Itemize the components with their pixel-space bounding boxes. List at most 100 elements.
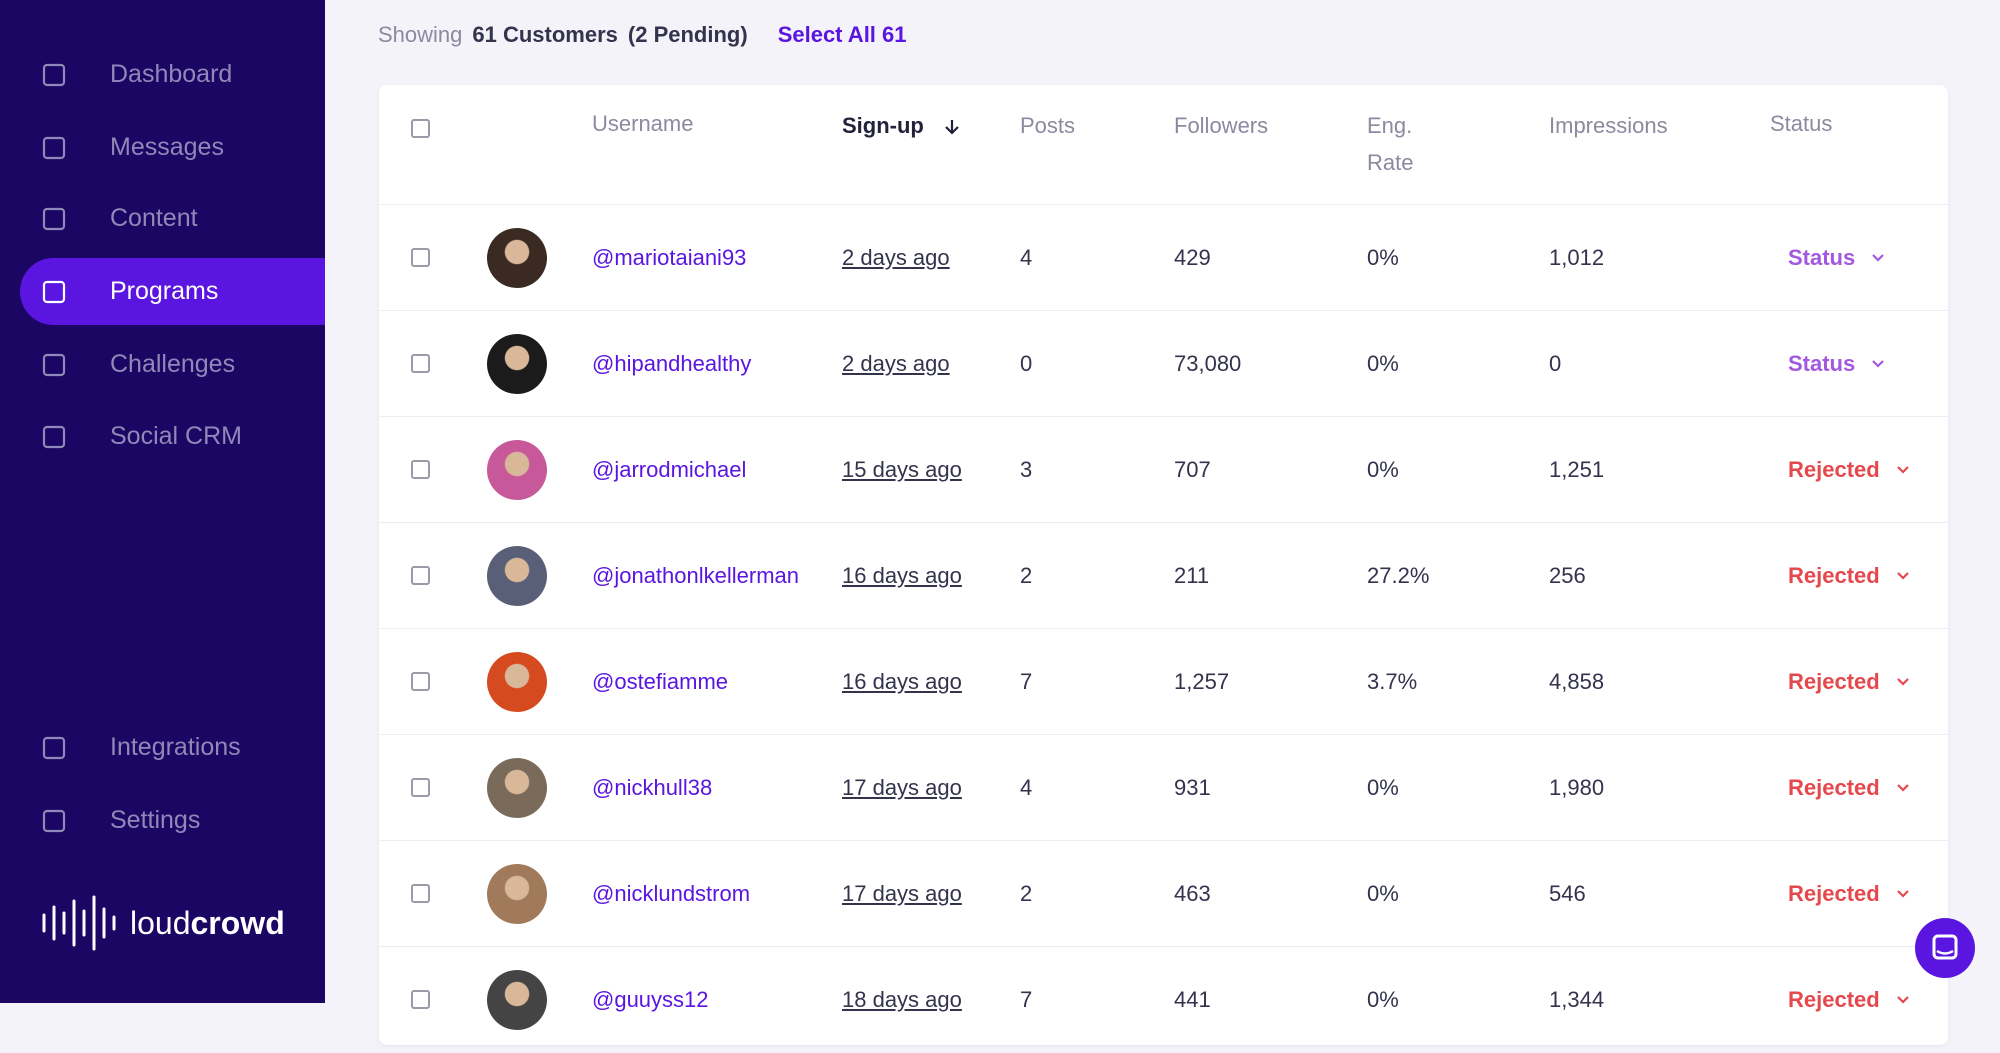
cell: 0: [1549, 311, 1561, 417]
cell[interactable]: @hipandhealthy: [592, 311, 751, 417]
cell-text: 2 days ago: [842, 245, 950, 270]
cell[interactable]: 15 days ago: [842, 417, 962, 523]
avatar: [487, 440, 547, 500]
status-dropdown[interactable]: Rejected: [1788, 947, 1914, 1053]
cell[interactable]: 2 days ago: [842, 205, 950, 311]
cell-text: 3: [1020, 457, 1033, 482]
cell[interactable]: 17 days ago: [842, 735, 962, 841]
cell: 256: [1549, 523, 1586, 629]
cell-text: Status: [1788, 245, 1856, 270]
cell: 2: [1020, 523, 1032, 629]
row-checkbox[interactable]: [411, 672, 430, 691]
cell: 27.2%: [1367, 523, 1429, 629]
cell-text: 931: [1174, 775, 1211, 800]
cell: 4: [1020, 205, 1032, 311]
cell-text: Rejected: [1788, 563, 1880, 588]
cell[interactable]: @nicklundstrom: [592, 841, 750, 947]
row-checkbox[interactable]: [411, 248, 430, 267]
cell-text: 463: [1174, 881, 1211, 906]
cell-text: 441: [1174, 987, 1211, 1012]
cell-text: Rejected: [1788, 457, 1880, 482]
avatar: [487, 652, 547, 712]
nav-item[interactable]: Integrations: [20, 714, 325, 781]
column-header[interactable]: Sign-up: [842, 113, 964, 139]
column-header[interactable]: Eng. Rate: [1367, 113, 1414, 175]
cell[interactable]: @ostefiamme: [592, 629, 728, 735]
logo[interactable]: loud crowd: [40, 895, 285, 951]
select-all[interactable]: Select All 61: [777, 22, 907, 47]
cell[interactable]: 16 days ago: [842, 523, 962, 629]
nav-item[interactable]: Dashboard: [20, 41, 325, 108]
cell-text: 0: [1549, 351, 1562, 376]
column-header[interactable]: Status: [1770, 111, 1833, 136]
cell[interactable]: @guuyss12: [592, 947, 709, 1053]
cell: 546: [1549, 841, 1586, 947]
logo-mark: [42, 895, 116, 951]
cell-text: @nicklundstrom: [592, 881, 751, 906]
cell[interactable]: 2 days ago: [842, 311, 950, 417]
cell-text: 16 days ago: [842, 563, 962, 588]
column-header[interactable]: Username: [592, 111, 694, 136]
nav-item[interactable]: Messages: [20, 114, 325, 181]
cell-text: 0%: [1367, 245, 1399, 270]
column-header[interactable]: Followers: [1174, 113, 1269, 138]
cell[interactable]: 18 days ago: [842, 947, 962, 1053]
status-dropdown[interactable]: Rejected: [1788, 629, 1914, 735]
status-dropdown[interactable]: Rejected: [1788, 841, 1914, 947]
row-checkbox[interactable]: [411, 990, 430, 1009]
cell-text: Rejected: [1788, 775, 1880, 800]
cell-text: @jonathonlkellerman: [592, 563, 800, 588]
cell: 0%: [1367, 947, 1399, 1053]
nav-item[interactable]: Social CRM: [20, 403, 325, 470]
cell: 931: [1174, 735, 1211, 841]
status-dropdown[interactable]: Rejected: [1788, 523, 1914, 629]
cell: 0%: [1367, 205, 1399, 311]
cell: 1,251: [1549, 417, 1604, 523]
nav-item[interactable]: Settings: [20, 787, 325, 854]
cell-text: 2: [1020, 881, 1033, 906]
row-checkbox[interactable]: [411, 354, 430, 373]
column-header[interactable]: Posts: [1020, 113, 1076, 138]
row-checkbox[interactable]: [411, 460, 430, 479]
sidebar: loud crowd Dashboard Messages Content Progra…: [0, 0, 325, 1003]
cell-text: Rejected: [1788, 881, 1880, 906]
header-checkbox[interactable]: [411, 119, 430, 138]
status-dropdown[interactable]: Status: [1788, 311, 1889, 417]
status-dropdown[interactable]: Rejected: [1788, 735, 1914, 841]
cell-text: 3.7%: [1367, 669, 1418, 694]
cell[interactable]: @nickhull38: [592, 735, 712, 841]
status-dropdown[interactable]: Status: [1788, 205, 1889, 311]
row-checkbox[interactable]: [411, 566, 430, 585]
logo-bold: crowd: [190, 904, 285, 941]
cell: 1,257: [1174, 629, 1229, 735]
cell: 0: [1020, 311, 1032, 417]
nav-item[interactable]: Challenges: [20, 331, 325, 398]
cell-text: 707: [1174, 457, 1211, 482]
status-dropdown[interactable]: Rejected: [1788, 417, 1914, 523]
nav-item[interactable]: Content: [20, 185, 325, 252]
cell: 0%: [1367, 417, 1399, 523]
cell-text: 4: [1020, 245, 1033, 270]
cell-text: 4,858: [1549, 669, 1605, 694]
table-row: @mariotaiani93 2 days ago 4 429 0% 1,012 Statu…: [379, 204, 1948, 310]
chat-button[interactable]: [1915, 918, 1975, 978]
nav-item[interactable]: Programs: [20, 258, 325, 325]
page: loud crowd Dashboard Messages Content Progra…: [0, 0, 1975, 1045]
cell-text: 211: [1174, 563, 1210, 588]
cell-text: @jarrodmichael: [592, 457, 747, 482]
row-checkbox[interactable]: [411, 778, 430, 797]
cell-text: @nickhull38: [592, 775, 713, 800]
count: 61 Customers: [472, 22, 618, 47]
column-header[interactable]: Impressions: [1549, 113, 1668, 138]
row-checkbox[interactable]: [411, 884, 430, 903]
cell-text: Rejected: [1788, 669, 1880, 694]
cell[interactable]: 16 days ago: [842, 629, 962, 735]
cell[interactable]: @jarrodmichael: [592, 417, 746, 523]
cell-text: Status: [1788, 351, 1856, 376]
cell[interactable]: 17 days ago: [842, 841, 962, 947]
cell[interactable]: @jonathonlkellerman: [592, 523, 799, 629]
cell-text: 7: [1020, 669, 1033, 694]
cell: 441: [1174, 947, 1211, 1053]
avatar: [487, 228, 547, 288]
cell[interactable]: @mariotaiani93: [592, 205, 746, 311]
